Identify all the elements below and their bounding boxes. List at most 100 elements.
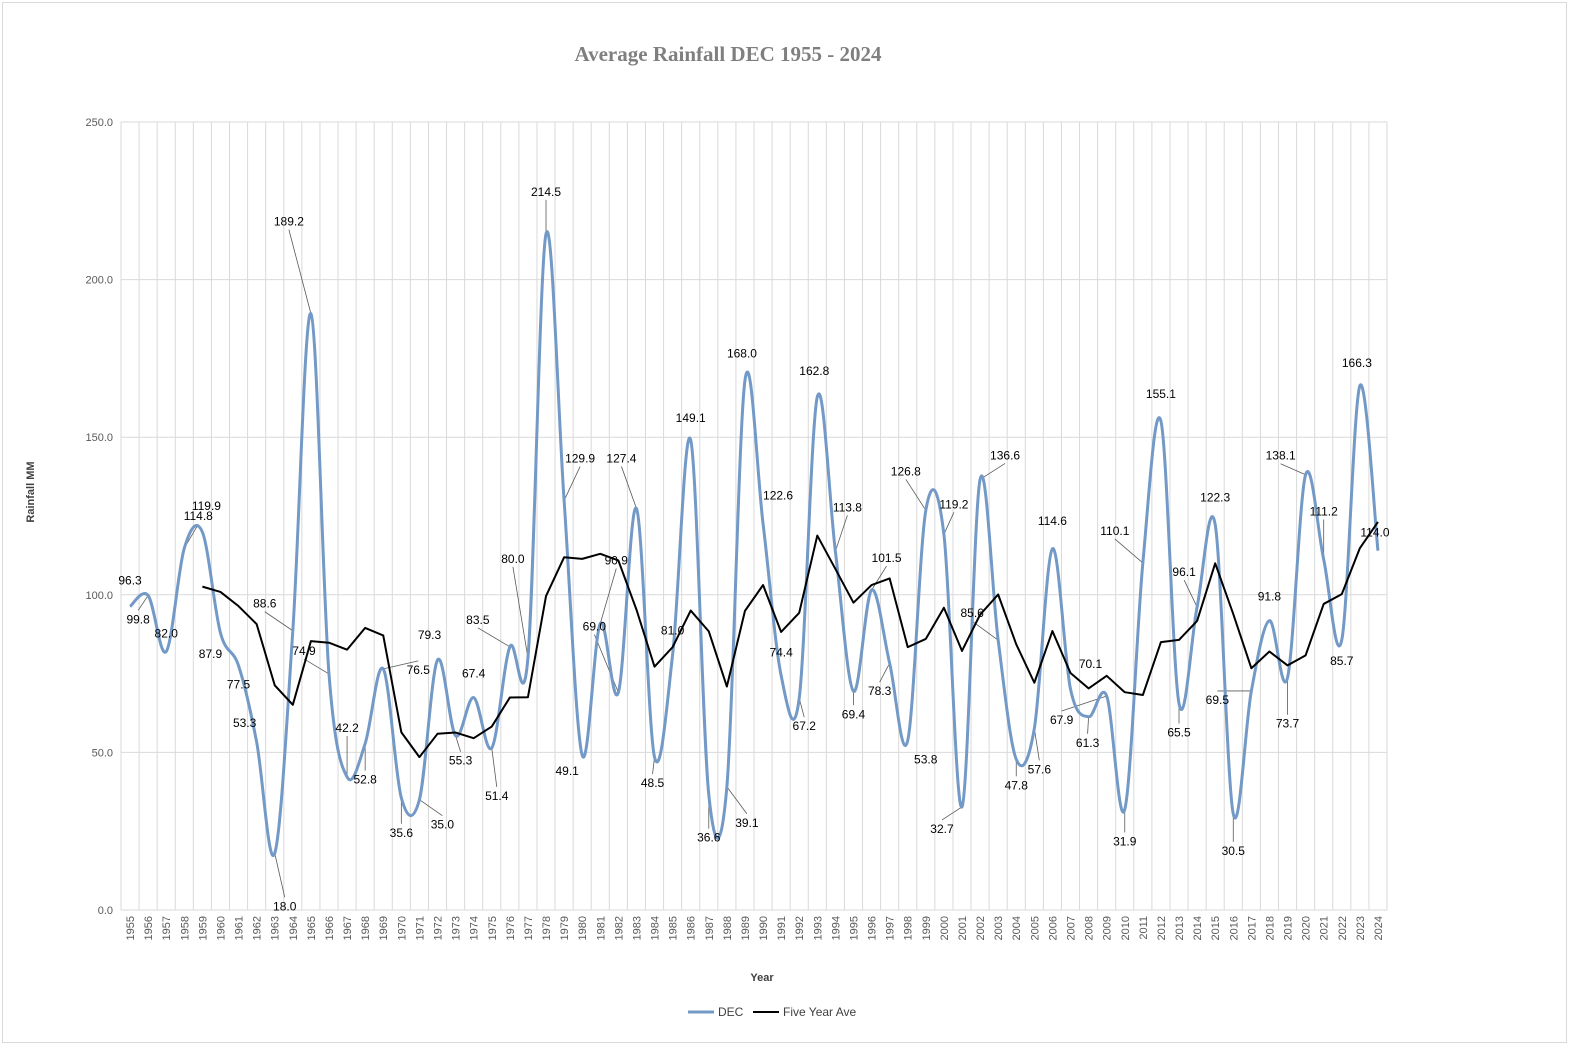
data-label: 138.1	[1266, 449, 1296, 463]
x-axis-ticks: 1955 1956 1957 1958 1959 1960 1961 1962 1963 1964…	[125, 916, 1385, 940]
x-tick-label: 1955	[125, 916, 137, 940]
data-label: 113.8	[833, 500, 862, 514]
leader-line	[835, 515, 848, 552]
data-label: 30.5	[1222, 844, 1246, 858]
data-label: 74.4	[769, 645, 793, 659]
x-tick-label: 1965	[306, 916, 318, 940]
leader-line	[1280, 463, 1306, 476]
x-tick-label: 1996	[867, 916, 879, 940]
data-label: 67.9	[1050, 713, 1074, 727]
data-label: 126.8	[891, 464, 921, 478]
data-label: 88.6	[253, 597, 277, 611]
x-tick-label: 2021	[1319, 916, 1331, 940]
x-tick-label: 1990	[758, 916, 770, 940]
data-label: 39.1	[735, 816, 759, 830]
data-label: 69.5	[1206, 693, 1230, 707]
x-tick-label: 1966	[324, 916, 336, 940]
leader-line	[871, 565, 887, 591]
x-tick-label: 1957	[161, 916, 173, 940]
x-tick-label: 2013	[1174, 916, 1186, 940]
x-tick-label: 2016	[1228, 916, 1240, 940]
x-tick-label: 1984	[650, 916, 662, 940]
label-leader-lines	[137, 199, 1325, 898]
data-label: 51.4	[485, 789, 509, 803]
data-label: 99.8	[126, 612, 150, 626]
data-label: 36.6	[697, 831, 721, 845]
data-label: 57.6	[1028, 762, 1052, 776]
legend-label-five-year-ave: Five Year Ave	[783, 1005, 856, 1019]
leader-line	[621, 466, 637, 509]
data-label: 73.7	[1276, 717, 1300, 731]
x-tick-label: 2015	[1210, 916, 1222, 940]
data-label: 96.3	[118, 573, 142, 587]
y-tick-label: 250.0	[85, 117, 113, 129]
leader-line	[512, 566, 529, 658]
x-tick-label: 2014	[1192, 916, 1204, 940]
data-label: 127.4	[606, 451, 636, 465]
x-tick-label: 1961	[234, 916, 246, 940]
x-tick-label: 1978	[541, 916, 553, 940]
data-label: 48.5	[641, 776, 665, 790]
data-label: 79.3	[418, 628, 442, 642]
leader-line	[726, 786, 748, 814]
data-label: 52.8	[353, 773, 377, 787]
x-tick-label: 1981	[595, 916, 607, 940]
x-tick-label: 1997	[885, 916, 897, 940]
x-tick-label: 2003	[993, 916, 1005, 940]
x-tick-label: 2009	[1102, 916, 1114, 940]
x-tick-label: 1968	[360, 916, 372, 940]
data-label: 87.9	[199, 647, 223, 661]
x-tick-label: 1971	[414, 916, 426, 940]
x-tick-label: 2004	[1011, 916, 1023, 940]
x-tick-label: 2011	[1138, 916, 1150, 940]
x-tick-label: 1956	[143, 916, 155, 940]
data-label: 166.3	[1342, 356, 1372, 370]
data-label: 83.5	[466, 613, 490, 627]
x-tick-label: 1972	[433, 916, 445, 940]
data-label: 114.0	[1360, 526, 1389, 540]
leader-line	[943, 512, 955, 535]
leader-line	[137, 595, 149, 611]
data-label: 77.5	[227, 678, 251, 692]
data-label: 53.8	[914, 752, 938, 766]
data-label: 78.3	[868, 684, 892, 698]
x-tick-label: 1962	[252, 916, 264, 940]
x-tick-label: 2012	[1156, 916, 1168, 940]
leader-line	[1033, 728, 1040, 761]
x-tick-label: 1958	[179, 916, 191, 940]
leader-line	[288, 229, 312, 314]
x-tick-label: 1991	[776, 916, 788, 940]
y-tick-label: 100.0	[85, 590, 113, 602]
data-label: 111.2	[1310, 504, 1339, 518]
x-tick-label: 1994	[830, 916, 842, 940]
data-label: 76.5	[407, 663, 431, 677]
data-label: 119.2	[939, 497, 968, 511]
x-tick-label: 1979	[559, 916, 571, 940]
x-tick-label: 1970	[396, 916, 408, 940]
leader-line	[274, 853, 286, 898]
data-label: 67.2	[793, 719, 817, 733]
x-tick-label: 1983	[631, 916, 643, 940]
x-tick-label: 2018	[1264, 916, 1276, 940]
y-tick-label: 150.0	[85, 432, 113, 444]
leader-line	[879, 663, 890, 683]
x-tick-label: 2017	[1246, 916, 1258, 940]
leader-line	[477, 627, 511, 648]
data-label: 114.8	[184, 509, 213, 523]
x-axis-title: Year	[750, 972, 774, 984]
data-label: 155.1	[1146, 387, 1176, 401]
x-tick-label: 2007	[1066, 916, 1078, 940]
data-label: 53.3	[233, 716, 257, 730]
leader-line	[303, 658, 330, 675]
x-tick-label: 1980	[577, 916, 589, 940]
x-tick-label: 2008	[1084, 916, 1096, 940]
x-tick-label: 1986	[686, 916, 698, 940]
y-tick-label: 0.0	[98, 905, 113, 917]
x-tick-label: 1982	[613, 916, 625, 940]
data-label: 91.8	[1258, 590, 1282, 604]
x-tick-label: 2002	[975, 916, 987, 940]
data-label: 80.0	[501, 552, 525, 566]
data-label: 110.1	[1100, 524, 1129, 538]
x-tick-label: 1967	[342, 916, 354, 940]
data-label: 85.6	[960, 606, 984, 620]
